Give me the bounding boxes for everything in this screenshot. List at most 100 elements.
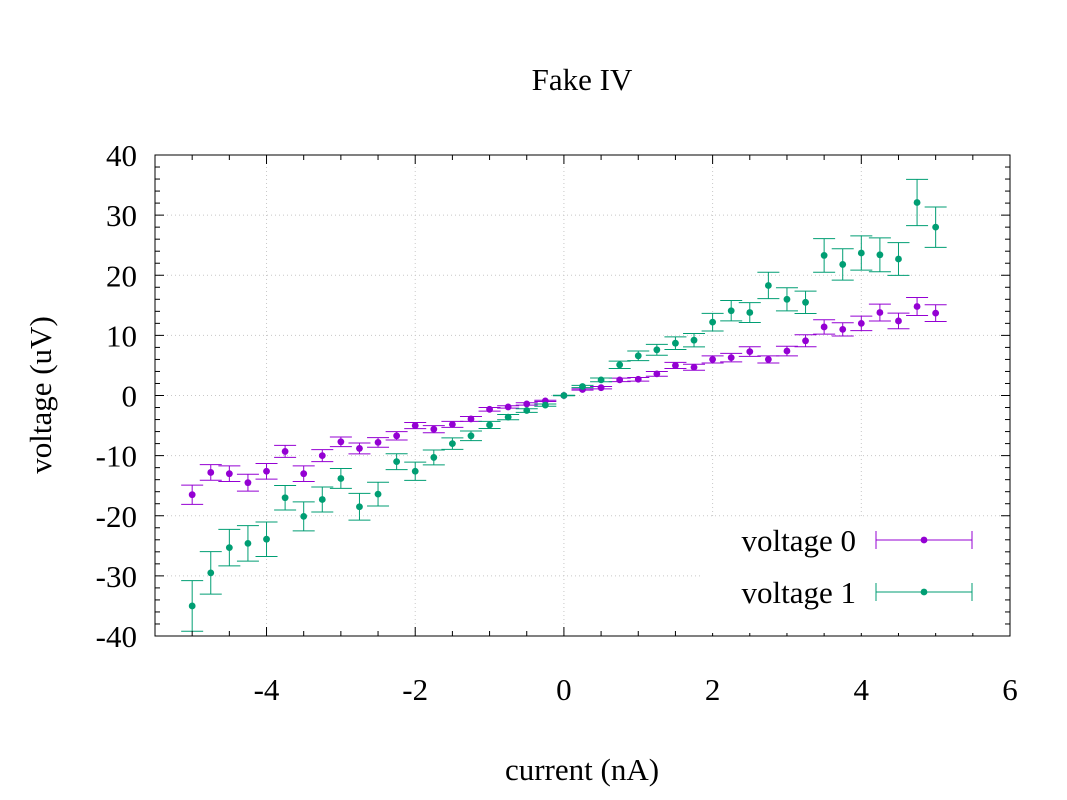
legend-label-voltage-1: voltage 1 [742,575,857,610]
voltage-1-point [188,602,196,610]
voltage-1-point [523,407,531,414]
voltage-1-point [616,361,624,369]
voltage-1-point [597,376,605,384]
voltage-0-point [690,363,698,371]
voltage-1-point [430,454,438,461]
voltage-0-point [895,317,902,325]
voltage-1-point [504,413,512,421]
voltage-1-point [411,467,419,475]
voltage-0-point [318,452,326,460]
voltage-1-point [895,255,902,263]
x-tick-label: 0 [556,672,572,707]
y-tick-label: -10 [96,439,137,474]
voltage-0-point [839,325,847,333]
voltage-1-point [541,401,549,409]
voltage-1-point [802,298,809,306]
legend-marker-voltage-0 [920,536,928,544]
y-tick-label: -40 [96,619,137,654]
voltage-0-point [523,400,531,408]
x-tick-labels: -4 -2 0 2 4 6 [254,672,1018,707]
voltage-1-point [467,432,475,440]
voltage-0-point [393,432,401,440]
voltage-1-point [337,475,345,482]
voltage-1-point [281,494,289,502]
voltage-0-point [709,356,717,363]
x-tick-label: 2 [705,672,721,707]
y-axis-label: voltage (uV) [23,316,58,474]
voltage-0-point [374,438,382,446]
voltage-1-point [300,512,308,520]
x-tick-label: 4 [854,672,870,707]
voltage-1-point [560,392,568,399]
y-tick-label: 10 [106,318,137,353]
voltage-1-point [393,458,401,466]
voltage-0-point [727,354,735,362]
voltage-0-point [263,467,270,475]
voltage-1-point [634,352,642,360]
voltage-0-point [783,347,791,355]
y-tick-label: 20 [106,258,137,293]
legend: voltage 0 voltage 1 [700,518,1005,633]
voltage-0-point [597,384,605,392]
legend-background [700,518,1005,633]
x-tick-label: 6 [1002,672,1018,707]
voltage-0-point [653,370,661,378]
legend-marker-voltage-1 [920,588,928,596]
y-tick-label: -20 [96,499,137,534]
voltage-1-point [764,282,772,289]
voltage-1-point [820,252,828,259]
voltage-1-point [783,295,791,303]
voltage-0-point [764,356,772,363]
voltage-0-point [356,445,363,452]
voltage-1-point [746,309,754,316]
voltage-1-point [486,421,493,429]
voltage-0-point [932,309,940,317]
voltage-0-point [188,491,196,499]
voltage-1-point [318,496,326,503]
voltage-1-point [672,339,679,347]
data-points [188,199,940,610]
voltage-1-point [857,249,865,257]
voltage-0-point [411,422,419,429]
voltage-1-point [579,383,586,390]
voltage-1-point [448,440,456,447]
voltage-0-point [504,403,512,411]
voltage-1-point [356,503,363,511]
voltage-1-point [839,261,847,268]
voltage-0-point [244,479,252,487]
voltage-0-point [876,309,884,316]
x-tick-label: -2 [402,672,428,707]
y-tick-label: -30 [96,559,137,594]
voltage-1-point [244,540,252,547]
voltage-0-point [820,323,828,331]
voltage-0-point [616,376,624,384]
x-tick-label: -4 [254,672,280,707]
voltage-1-point [913,199,921,206]
voltage-0-point [802,337,809,345]
voltage-1-point [690,336,698,344]
y-tick-label: 40 [106,138,137,173]
voltage-0-point [337,438,345,446]
y-tick-label: 30 [106,198,137,233]
legend-label-voltage-0: voltage 0 [742,523,857,558]
voltage-0-point [467,415,475,423]
voltage-1-point [932,223,940,231]
chart-title: Fake IV [532,62,633,97]
voltage-0-point [746,348,754,356]
voltage-1-point [709,318,717,326]
voltage-0-point [486,405,493,413]
voltage-1-point [653,346,661,354]
voltage-1-point [207,569,215,577]
voltage-0-point [672,362,679,369]
voltage-0-point [857,319,865,327]
voltage-0-point [634,375,642,383]
voltage-1-point [263,535,270,543]
y-tick-label: 0 [122,379,138,414]
voltage-1-point [876,251,884,259]
voltage-0-point [913,303,921,310]
voltage-0-point [207,469,215,476]
x-axis-label: current (nA) [505,752,659,787]
voltage-0-point [430,425,438,433]
